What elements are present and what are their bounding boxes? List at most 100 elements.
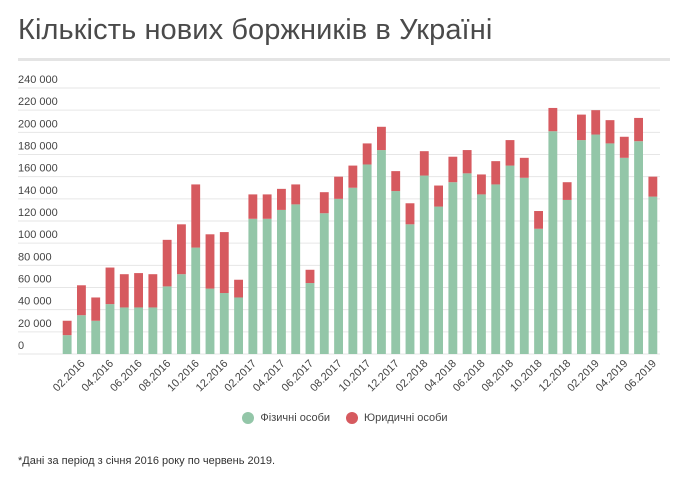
bar-individuals[interactable]	[77, 315, 86, 354]
bar-individuals[interactable]	[134, 307, 143, 354]
bar-individuals[interactable]	[419, 175, 429, 354]
bar-legal[interactable]	[462, 150, 472, 174]
bar-individuals[interactable]	[205, 288, 215, 354]
bar-legal[interactable]	[434, 185, 443, 207]
bar-individuals[interactable]	[119, 307, 129, 354]
bar-legal[interactable]	[105, 267, 115, 305]
bar-legal[interactable]	[362, 143, 372, 165]
bar-individuals[interactable]	[534, 228, 543, 354]
bar-legal[interactable]	[391, 171, 401, 192]
bar-individuals[interactable]	[434, 206, 443, 354]
bar-individuals[interactable]	[291, 204, 301, 354]
legend-swatch-individuals	[242, 412, 255, 424]
bar-individuals[interactable]	[462, 173, 472, 354]
bar-legal[interactable]	[577, 114, 586, 141]
bar-legal[interactable]	[334, 176, 343, 199]
bar-individuals[interactable]	[548, 131, 558, 354]
bar-legal[interactable]	[448, 156, 458, 183]
bar-individuals[interactable]	[505, 165, 515, 354]
bar-individuals[interactable]	[105, 304, 115, 354]
y-tick-label: 180 000	[18, 141, 58, 153]
y-tick-label: 120 000	[18, 207, 58, 219]
bar-legal[interactable]	[177, 224, 186, 275]
bar-individuals[interactable]	[562, 199, 572, 354]
bar-individuals[interactable]	[519, 177, 529, 354]
bar-legal[interactable]	[548, 107, 558, 132]
bar-legal[interactable]	[505, 140, 515, 166]
title-divider	[18, 58, 670, 61]
bar-legal[interactable]	[219, 232, 229, 294]
bar-individuals[interactable]	[605, 143, 615, 354]
bar-legal[interactable]	[319, 192, 329, 214]
bar-legal[interactable]	[605, 120, 615, 144]
bar-individuals[interactable]	[277, 209, 286, 354]
bar-legal[interactable]	[519, 157, 529, 178]
bar-legal[interactable]	[191, 184, 201, 248]
bar-legal[interactable]	[477, 174, 486, 195]
bar-individuals[interactable]	[305, 283, 315, 354]
bar-legal[interactable]	[377, 126, 386, 151]
legend-item-individuals[interactable]: Фізичні особи	[242, 412, 330, 424]
bar-legal[interactable]	[77, 285, 86, 316]
bar-legal[interactable]	[262, 194, 272, 219]
bar-individuals[interactable]	[319, 213, 329, 354]
bar-legal[interactable]	[348, 165, 358, 188]
bar-individuals[interactable]	[262, 218, 272, 354]
bar-individuals[interactable]	[162, 286, 172, 354]
y-tick-label: 160 000	[18, 163, 58, 175]
bar-individuals[interactable]	[219, 293, 229, 354]
bar-individuals[interactable]	[334, 198, 343, 354]
legend-label-legal: Юридичні особи	[364, 412, 448, 424]
bar-legal[interactable]	[534, 211, 543, 229]
legend-item-legal[interactable]: Юридичні особи	[346, 412, 448, 424]
bar-individuals[interactable]	[91, 320, 101, 354]
bar-individuals[interactable]	[405, 224, 415, 354]
bar-legal[interactable]	[119, 274, 129, 308]
bar-legal[interactable]	[62, 320, 72, 336]
bar-individuals[interactable]	[619, 157, 629, 354]
bar-individuals[interactable]	[648, 196, 658, 354]
bar-individuals[interactable]	[177, 274, 186, 354]
bar-individuals[interactable]	[634, 141, 643, 354]
bar-legal[interactable]	[134, 273, 143, 308]
bar-legal[interactable]	[234, 279, 243, 298]
bar-individuals[interactable]	[391, 191, 401, 354]
bar-individuals[interactable]	[377, 150, 386, 354]
y-tick-label: 240 000	[18, 74, 58, 86]
bar-legal[interactable]	[591, 110, 601, 135]
bar-individuals[interactable]	[348, 187, 358, 354]
bar-individuals[interactable]	[577, 140, 586, 354]
bar-individuals[interactable]	[477, 194, 486, 354]
bar-individuals[interactable]	[191, 247, 201, 354]
bar-legal[interactable]	[277, 188, 286, 210]
bar-legal[interactable]	[619, 136, 629, 158]
bar-individuals[interactable]	[362, 164, 372, 354]
bar-individuals[interactable]	[148, 307, 158, 354]
bar-legal[interactable]	[91, 297, 101, 321]
footnote: *Дані за період з січня 2016 року по чер…	[18, 455, 276, 467]
y-tick-label: 140 000	[18, 185, 58, 197]
bar-legal[interactable]	[305, 269, 315, 284]
bar-individuals[interactable]	[234, 297, 243, 354]
bar-legal[interactable]	[648, 176, 658, 197]
bar-individuals[interactable]	[591, 134, 601, 354]
legend-swatch-legal	[346, 412, 359, 424]
bar-legal[interactable]	[291, 184, 301, 205]
bar-legal[interactable]	[162, 239, 172, 287]
bar-individuals[interactable]	[248, 218, 258, 354]
x-tick-label: 06.2019	[622, 358, 659, 395]
bar-individuals[interactable]	[491, 184, 501, 354]
bar-legal[interactable]	[419, 151, 429, 176]
bar-individuals[interactable]	[448, 182, 458, 354]
bar-individuals[interactable]	[62, 335, 72, 354]
bar-legal[interactable]	[562, 182, 572, 200]
bar-legal[interactable]	[205, 234, 215, 289]
bar-legal[interactable]	[148, 274, 158, 308]
bar-legal[interactable]	[405, 203, 415, 225]
bar-legal[interactable]	[491, 161, 501, 185]
bar-legal[interactable]	[248, 194, 258, 219]
y-tick-label: 0	[18, 340, 24, 352]
bar-legal[interactable]	[634, 117, 643, 142]
y-tick-label: 60 000	[18, 274, 52, 286]
